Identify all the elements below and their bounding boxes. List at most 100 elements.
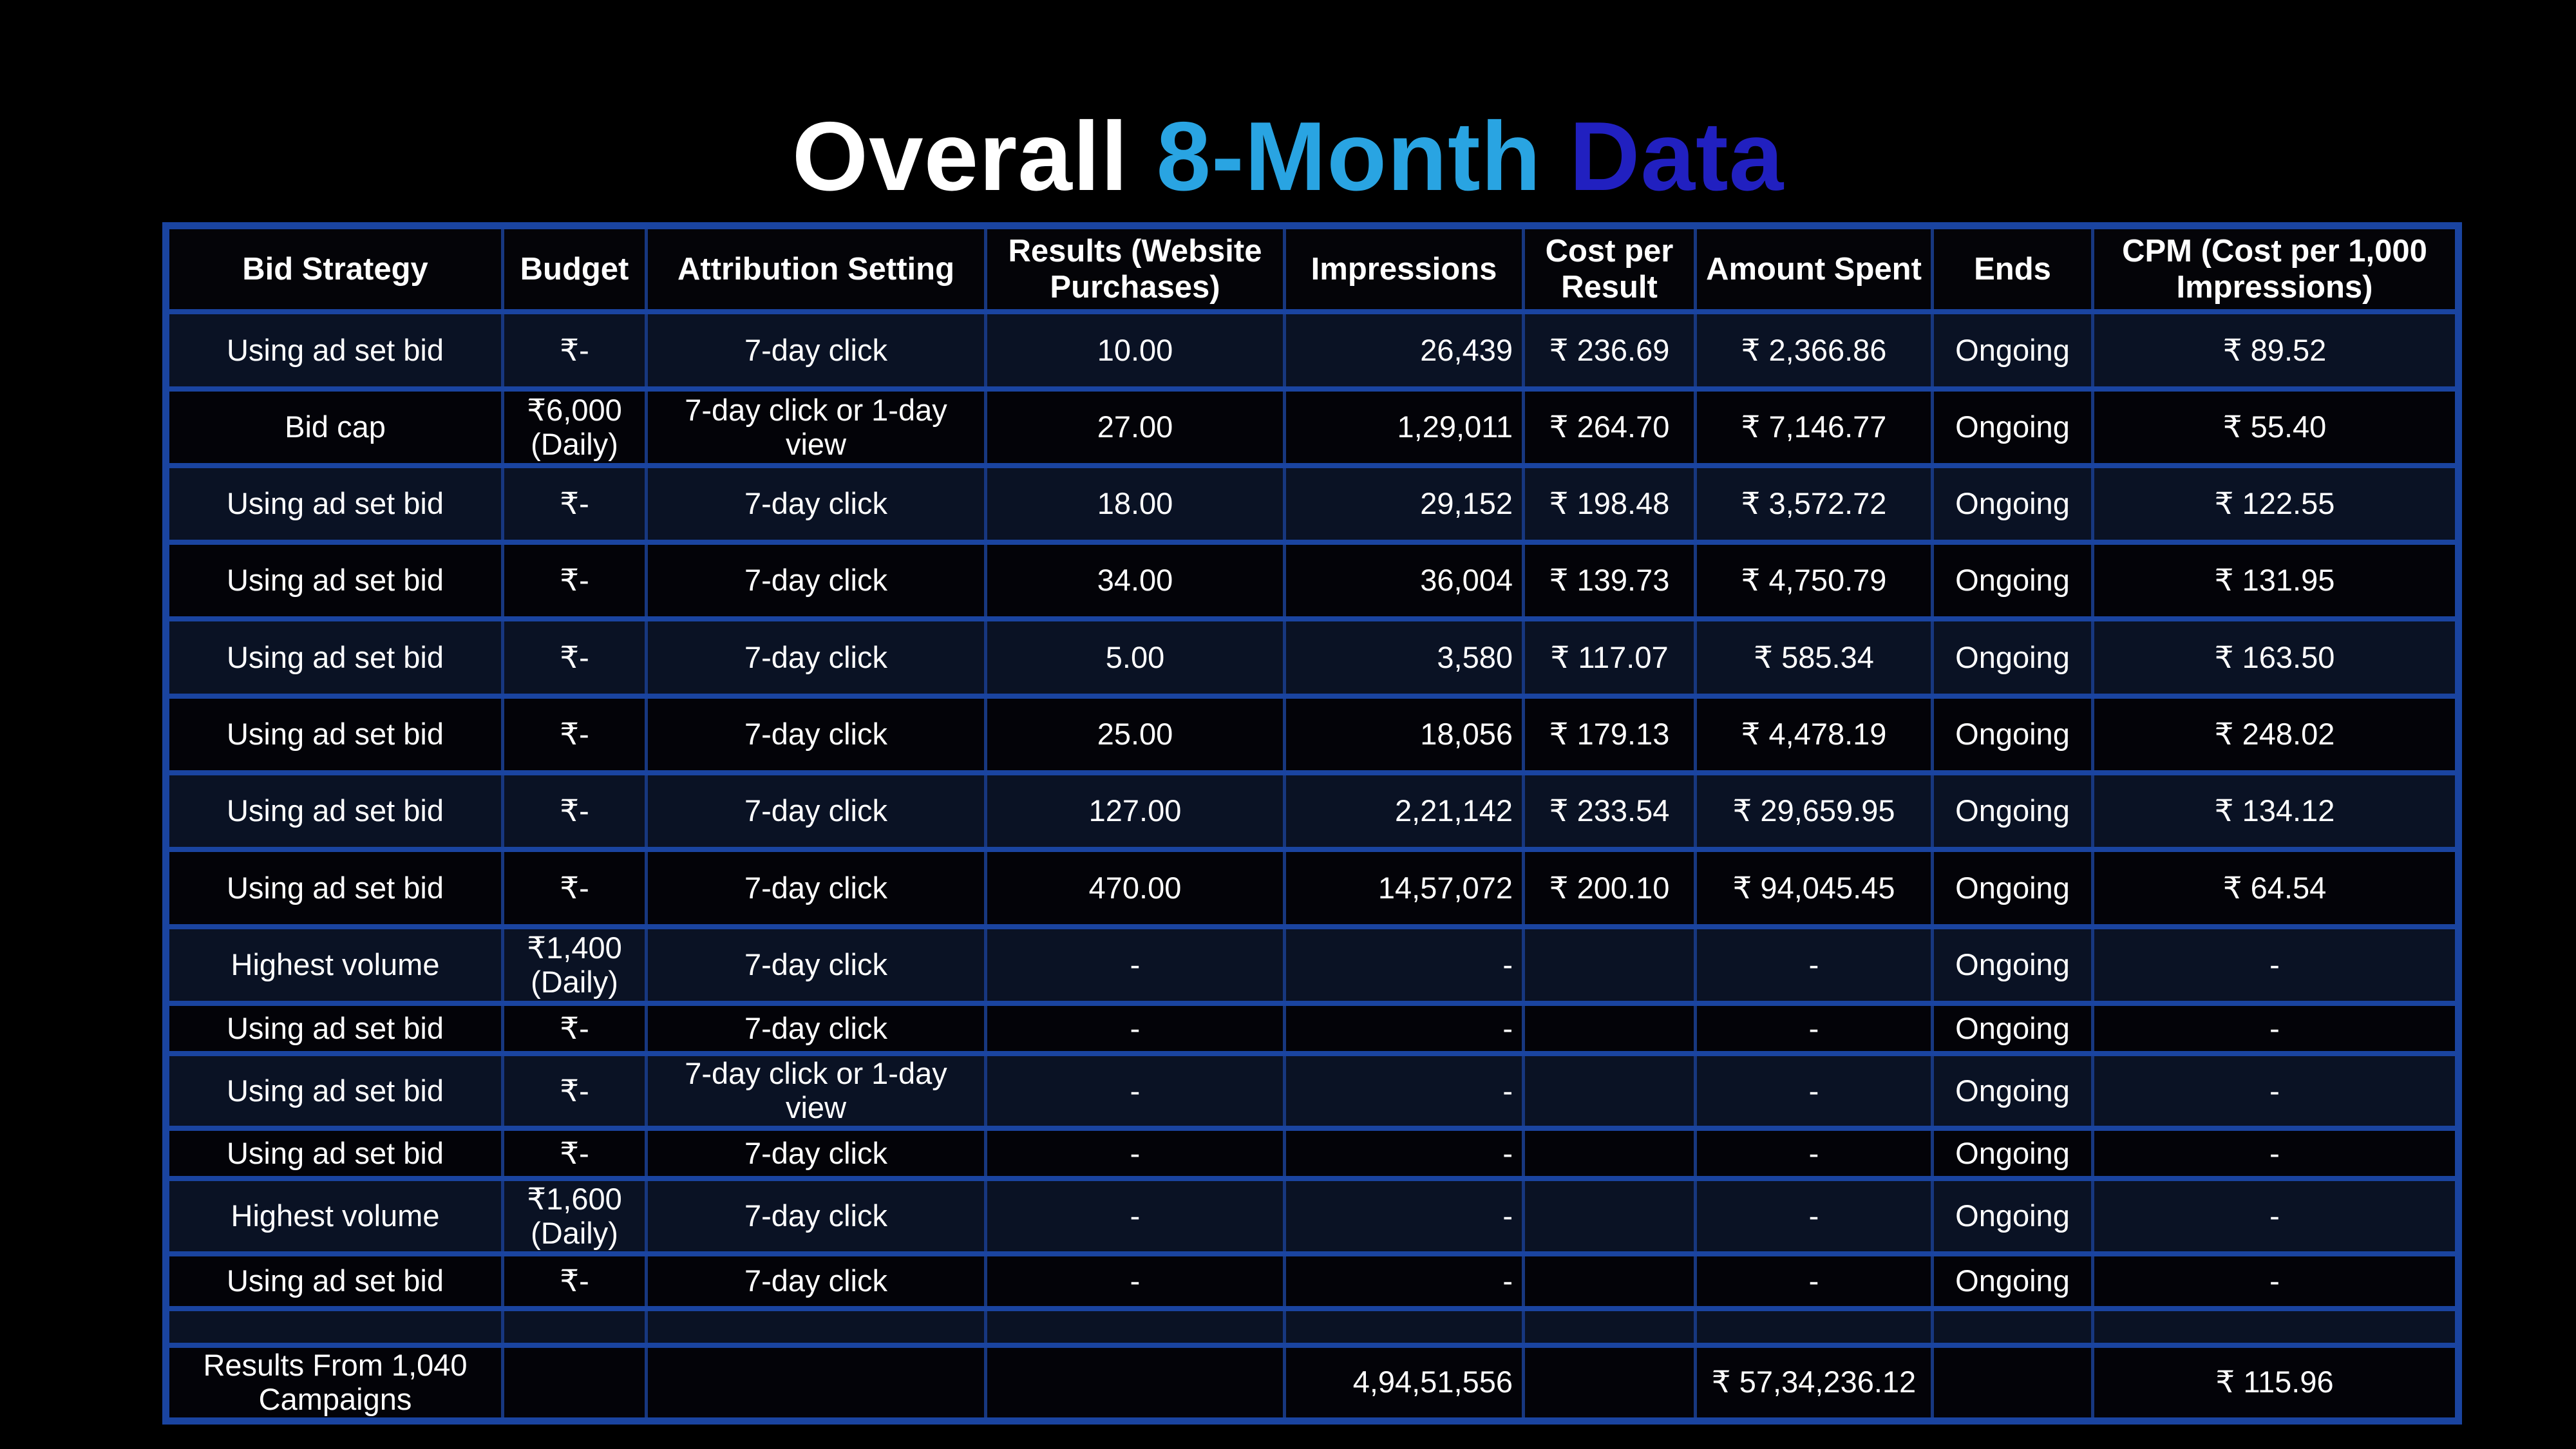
cell-r2-c4: 27.00 xyxy=(984,386,1286,468)
cell-r1-c3: 7-day click xyxy=(645,309,987,392)
cell-r6-c4: 25.00 xyxy=(984,694,1286,775)
cell-r1-c4: 10.00 xyxy=(984,309,1286,392)
campaign-data-table: Bid Strategy Budget Attribution Setting Res… xyxy=(162,222,2462,1425)
cell-r11-c8: Ongoing xyxy=(1931,1051,2094,1131)
cell-r11-c4: - xyxy=(984,1051,1286,1131)
cell-r6-c1: Using ad set bid xyxy=(164,694,504,775)
cell-r3-c6: ₹ 198.48 xyxy=(1522,463,1697,545)
cell-r7-c1: Using ad set bid xyxy=(164,770,504,852)
cell-r16-c9: ₹ 115.96 xyxy=(2091,1343,2460,1423)
cell-r13-c2: ₹1,600 (Daily) xyxy=(501,1176,648,1256)
cell-r9-c1: Highest volume xyxy=(164,924,504,1006)
cell-r12-c6 xyxy=(1522,1126,1697,1181)
cell-r4-c1: Using ad set bid xyxy=(164,540,504,621)
table-row-7: Using ad set bid ₹- 7-day click 127.00 2,21,… xyxy=(164,770,2460,852)
table-row-11: Using ad set bid ₹- 7-day click or 1-day v… xyxy=(164,1051,2460,1131)
cell-r12-c2: ₹- xyxy=(501,1126,648,1181)
cell-r10-c2: ₹- xyxy=(501,1001,648,1056)
cell-r8-c8: Ongoing xyxy=(1931,847,2094,929)
cell-r5-c2: ₹- xyxy=(501,616,648,699)
cell-r2-c5: 1,29,011 xyxy=(1283,386,1525,468)
cell-r15-c8 xyxy=(1931,1306,2094,1348)
table-row-4: Using ad set bid ₹- 7-day click 34.00 36,004… xyxy=(164,540,2460,621)
cell-r8-c7: ₹ 94,045.45 xyxy=(1694,847,1934,929)
cell-r7-c9: ₹ 134.12 xyxy=(2091,770,2460,852)
cell-r11-c6 xyxy=(1522,1051,1697,1131)
cell-r15-c4 xyxy=(984,1306,1286,1348)
cell-r10-c5: - xyxy=(1283,1001,1525,1056)
cell-r6-c5: 18,056 xyxy=(1283,694,1525,775)
column-header-5: Cost per Result xyxy=(1522,223,1697,314)
cell-r16-c7: ₹ 57,34,236.12 xyxy=(1694,1343,1934,1423)
cell-r9-c8: Ongoing xyxy=(1931,924,2094,1006)
cell-r9-c5: - xyxy=(1283,924,1525,1006)
cell-r13-c7: - xyxy=(1694,1176,1934,1256)
cell-r1-c1: Using ad set bid xyxy=(164,309,504,392)
cell-r14-c4: - xyxy=(984,1251,1286,1311)
column-header-1: Budget xyxy=(501,223,648,314)
cell-r1-c8: Ongoing xyxy=(1931,309,2094,392)
cell-r11-c3: 7-day click or 1-day view xyxy=(645,1051,987,1131)
cell-r9-c9: - xyxy=(2091,924,2460,1006)
cell-r6-c8: Ongoing xyxy=(1931,694,2094,775)
cell-r16-c2 xyxy=(501,1343,648,1423)
cell-r5-c4: 5.00 xyxy=(984,616,1286,699)
cell-r14-c8: Ongoing xyxy=(1931,1251,2094,1311)
table-header-row: Bid Strategy Budget Attribution Setting Res… xyxy=(164,223,2460,314)
cell-r8-c3: 7-day click xyxy=(645,847,987,929)
cell-r9-c7: - xyxy=(1694,924,1934,1006)
cell-r8-c6: ₹ 200.10 xyxy=(1522,847,1697,929)
column-header-2: Attribution Setting xyxy=(645,223,987,314)
table-row-5: Using ad set bid ₹- 7-day click 5.00 3,580 ₹ … xyxy=(164,616,2460,699)
table-body: Using ad set bid ₹- 7-day click 10.00 26,439… xyxy=(164,309,2460,1423)
column-header-7: Ends xyxy=(1931,223,2094,314)
page-title: Overall 8-Month Data xyxy=(0,101,2576,211)
cell-r8-c4: 470.00 xyxy=(984,847,1286,929)
cell-r10-c9: - xyxy=(2091,1001,2460,1056)
cell-r6-c6: ₹ 179.13 xyxy=(1522,694,1697,775)
cell-r3-c1: Using ad set bid xyxy=(164,463,504,545)
cell-r15-c6 xyxy=(1522,1306,1697,1348)
cell-r5-c8: Ongoing xyxy=(1931,616,2094,699)
cell-r4-c9: ₹ 131.95 xyxy=(2091,540,2460,621)
cell-r12-c3: 7-day click xyxy=(645,1126,987,1181)
cell-r6-c7: ₹ 4,478.19 xyxy=(1694,694,1934,775)
cell-r12-c1: Using ad set bid xyxy=(164,1126,504,1181)
page-title-part-white: Overall xyxy=(791,101,1157,211)
table-row-12: Using ad set bid ₹- 7-day click - - - Ongoing - xyxy=(164,1126,2460,1181)
cell-r4-c8: Ongoing xyxy=(1931,540,2094,621)
cell-r12-c4: - xyxy=(984,1126,1286,1181)
cell-r9-c2: ₹1,400 (Daily) xyxy=(501,924,648,1006)
cell-r3-c7: ₹ 3,572.72 xyxy=(1694,463,1934,545)
cell-r6-c2: ₹- xyxy=(501,694,648,775)
cell-r9-c4: - xyxy=(984,924,1286,1006)
cell-r5-c1: Using ad set bid xyxy=(164,616,504,699)
cell-r9-c6 xyxy=(1522,924,1697,1006)
cell-r10-c7: - xyxy=(1694,1001,1934,1056)
page-title-part-lightblue: 8-Month xyxy=(1156,101,1569,211)
cell-r7-c7: ₹ 29,659.95 xyxy=(1694,770,1934,852)
cell-r7-c2: ₹- xyxy=(501,770,648,852)
cell-r16-c5: 4,94,51,556 xyxy=(1283,1343,1525,1423)
cell-r15-c1 xyxy=(164,1306,504,1348)
cell-r9-c3: 7-day click xyxy=(645,924,987,1006)
column-header-6: Amount Spent xyxy=(1694,223,1934,314)
table-header: Bid Strategy Budget Attribution Setting Res… xyxy=(164,223,2460,314)
table-row-13: Highest volume ₹1,600 (Daily) 7-day click -… xyxy=(164,1176,2460,1256)
cell-r1-c7: ₹ 2,366.86 xyxy=(1694,309,1934,392)
cell-r13-c4: - xyxy=(984,1176,1286,1256)
table-row-16: Results From 1,040 Campaigns 4,94,51,556 ₹… xyxy=(164,1343,2460,1423)
cell-r15-c7 xyxy=(1694,1306,1934,1348)
cell-r5-c6: ₹ 117.07 xyxy=(1522,616,1697,699)
cell-r3-c8: Ongoing xyxy=(1931,463,2094,545)
cell-r11-c1: Using ad set bid xyxy=(164,1051,504,1131)
cell-r14-c7: - xyxy=(1694,1251,1934,1311)
cell-r4-c6: ₹ 139.73 xyxy=(1522,540,1697,621)
cell-r10-c1: Using ad set bid xyxy=(164,1001,504,1056)
cell-r4-c2: ₹- xyxy=(501,540,648,621)
cell-r12-c7: - xyxy=(1694,1126,1934,1181)
cell-r16-c8 xyxy=(1931,1343,2094,1423)
cell-r2-c8: Ongoing xyxy=(1931,386,2094,468)
cell-r1-c9: ₹ 89.52 xyxy=(2091,309,2460,392)
cell-r2-c9: ₹ 55.40 xyxy=(2091,386,2460,468)
